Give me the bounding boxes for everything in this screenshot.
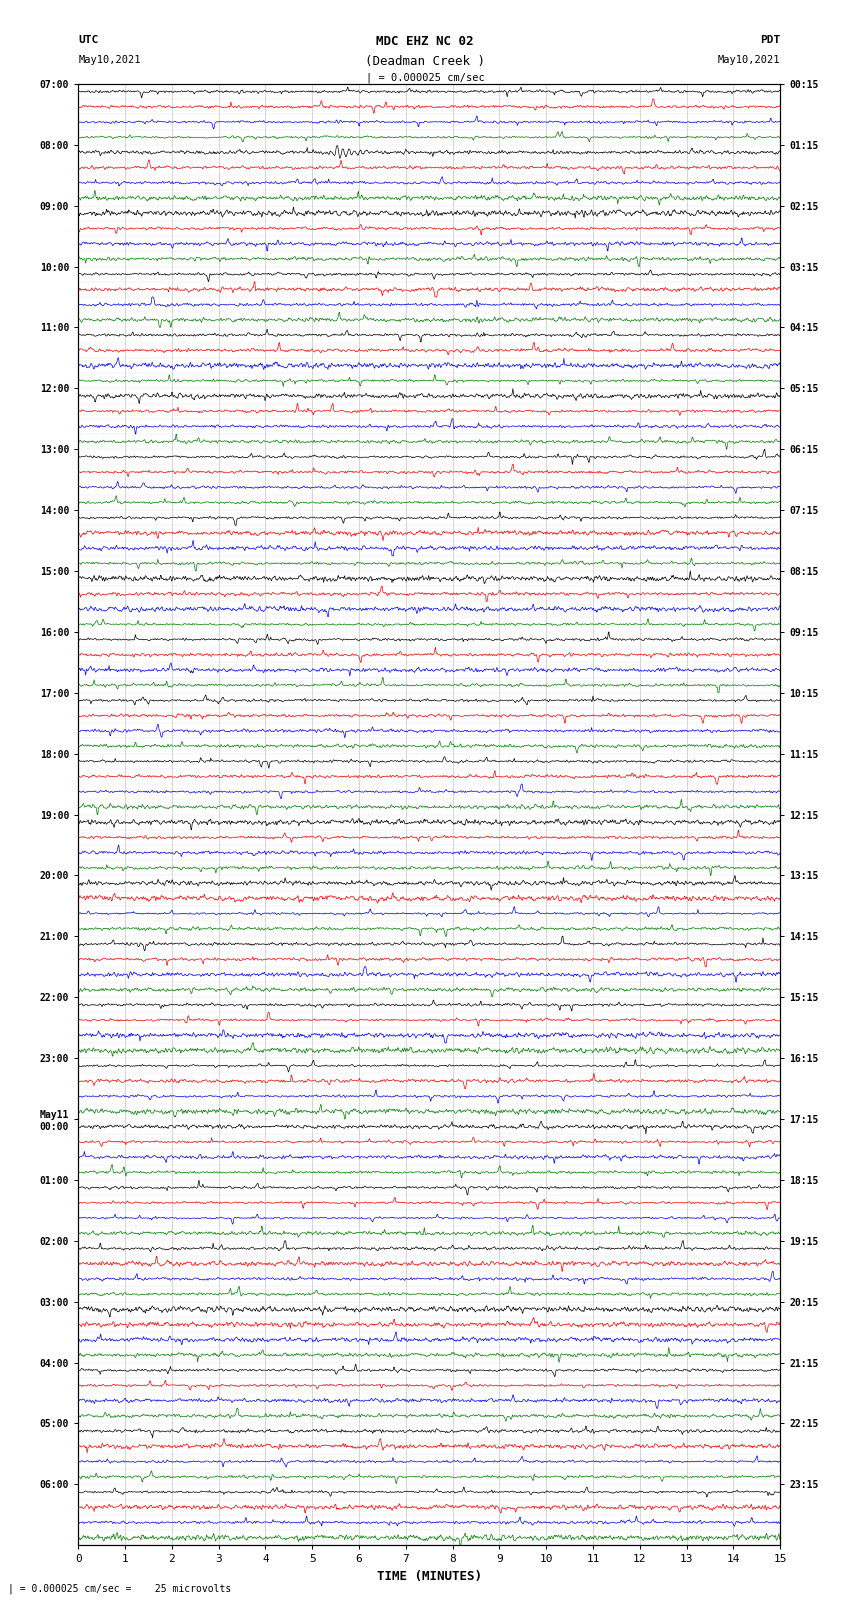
Text: PDT: PDT [760, 35, 780, 45]
Text: May10,2021: May10,2021 [717, 55, 780, 65]
Text: | = 0.000025 cm/sec: | = 0.000025 cm/sec [366, 73, 484, 84]
X-axis label: TIME (MINUTES): TIME (MINUTES) [377, 1569, 482, 1582]
Text: (Deadman Creek ): (Deadman Creek ) [365, 55, 485, 68]
Text: | = 0.000025 cm/sec =    25 microvolts: | = 0.000025 cm/sec = 25 microvolts [8, 1582, 232, 1594]
Text: MDC EHZ NC 02: MDC EHZ NC 02 [377, 35, 473, 48]
Text: UTC: UTC [78, 35, 99, 45]
Text: May10,2021: May10,2021 [78, 55, 141, 65]
